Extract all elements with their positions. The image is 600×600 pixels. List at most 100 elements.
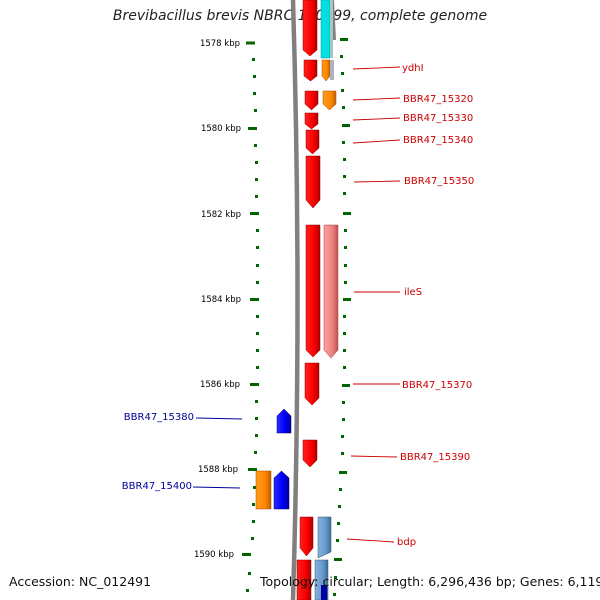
axis-label: 1582 kbp bbox=[201, 210, 241, 220]
gene-label: BBR47_15330 bbox=[403, 113, 473, 124]
minor-tick bbox=[254, 144, 257, 147]
misc-feature-dark bbox=[321, 585, 327, 600]
gene-label: ileS bbox=[404, 287, 422, 298]
cds-feature bbox=[322, 90, 337, 111]
gene-label: BBR47_15390 bbox=[400, 452, 470, 463]
major-tick bbox=[342, 384, 350, 387]
minor-tick bbox=[338, 505, 341, 508]
gene-arrow-bottom-partial bbox=[296, 559, 312, 600]
minor-tick bbox=[343, 192, 346, 195]
axis-labels: 1578 kbp 1580 kbp 1582 kbp 1584 kbp 1586… bbox=[194, 39, 241, 560]
minor-tick bbox=[341, 72, 344, 75]
minor-tick bbox=[343, 349, 346, 352]
minor-tick bbox=[344, 229, 347, 232]
major-tick bbox=[342, 124, 350, 127]
leader-line-BBR47_15350 bbox=[353, 180, 401, 183]
minor-tick bbox=[343, 175, 346, 178]
major-tick bbox=[242, 553, 251, 556]
gene-label: BBR47_15380 bbox=[124, 412, 194, 423]
minor-tick bbox=[251, 537, 254, 540]
separator: ; bbox=[511, 574, 520, 589]
minor-tick bbox=[253, 75, 256, 78]
gene-label: BBR47_15320 bbox=[403, 94, 473, 105]
axis-label: 1578 kbp bbox=[200, 39, 240, 49]
major-tick bbox=[250, 212, 259, 215]
leader-line-BBR47_15380 bbox=[195, 417, 243, 420]
gene-label: bdp bbox=[397, 537, 416, 548]
minor-tick bbox=[343, 366, 346, 369]
gene-arrow-BBR47_15340 bbox=[305, 129, 320, 155]
major-tick bbox=[334, 558, 342, 561]
gene-label: BBR47_15340 bbox=[403, 135, 473, 146]
minor-tick bbox=[252, 58, 255, 61]
gene-arrow-BBR47_15320 bbox=[304, 90, 319, 111]
minor-tick bbox=[255, 400, 258, 403]
minor-tick bbox=[342, 418, 345, 421]
leader-line-BBR47_15400 bbox=[192, 486, 241, 489]
separator: ; bbox=[368, 574, 377, 589]
gene-arrow-BBR47_15390 bbox=[302, 439, 318, 468]
minor-tick bbox=[256, 366, 259, 369]
accession-text: Accession: NC_012491 bbox=[9, 574, 152, 589]
minor-tick bbox=[337, 522, 340, 525]
gene-arrow-BBR47_15400 bbox=[273, 470, 290, 510]
map-title: Brevibacillus brevis NBRC 100599, comple… bbox=[112, 8, 488, 24]
leader-line-bdp bbox=[346, 538, 395, 543]
leader-line-BBR47_15390 bbox=[350, 455, 398, 458]
feature-track bbox=[314, 0, 339, 600]
minor-tick bbox=[255, 434, 258, 437]
leader-line-BBR47_15330 bbox=[352, 117, 401, 121]
axis-label: 1588 kbp bbox=[198, 465, 238, 475]
minor-tick bbox=[256, 281, 259, 284]
gene-label: BBR47_15370 bbox=[402, 380, 472, 391]
minor-tick bbox=[341, 435, 344, 438]
genome-stats: Topology: circular; Length: 6,296,436 bp… bbox=[260, 574, 600, 589]
gene-arrow-ydhI bbox=[303, 59, 318, 82]
major-tick bbox=[340, 38, 348, 41]
major-tick bbox=[250, 298, 259, 301]
minor-tick bbox=[340, 55, 343, 58]
length-text: Length: 6,296,436 bp bbox=[376, 574, 512, 589]
major-tick bbox=[339, 471, 347, 474]
major-tick bbox=[343, 212, 351, 215]
minor-tick bbox=[256, 315, 259, 318]
leader-line-BBR47_15340 bbox=[352, 139, 401, 144]
major-tick bbox=[246, 41, 255, 45]
minor-tick bbox=[341, 452, 344, 455]
minor-tick bbox=[252, 520, 255, 523]
minor-tick bbox=[256, 229, 259, 232]
minor-tick bbox=[342, 401, 345, 404]
gene-arrow-bdp bbox=[299, 516, 314, 557]
minor-tick bbox=[334, 576, 337, 579]
minor-tick bbox=[339, 488, 342, 491]
gene-arrow-top-partial bbox=[302, 0, 318, 57]
minor-tick bbox=[255, 417, 258, 420]
axis-label: 1580 kbp bbox=[201, 124, 241, 134]
minor-tick bbox=[256, 246, 259, 249]
minor-tick bbox=[344, 246, 347, 249]
minor-tick bbox=[342, 106, 345, 109]
minor-tick bbox=[255, 161, 258, 164]
minor-tick bbox=[344, 281, 347, 284]
axis-label: 1584 kbp bbox=[201, 295, 241, 305]
gene-arrow-BBR47_15330 bbox=[304, 112, 319, 130]
gene-labels: ydhI BBR47_15320 BBR47_15330 BBR47_15340… bbox=[122, 63, 474, 548]
rrna-feature bbox=[320, 0, 331, 59]
leader-line-ydhI bbox=[352, 66, 401, 70]
backbone-line bbox=[290, 0, 300, 600]
leader-line-BBR47_15320 bbox=[352, 97, 401, 101]
minor-tick bbox=[252, 503, 255, 506]
minor-tick bbox=[253, 486, 256, 489]
minor-tick bbox=[254, 451, 257, 454]
topology-text: Topology: circular bbox=[260, 574, 369, 589]
minor-tick bbox=[341, 89, 344, 92]
major-tick bbox=[250, 383, 259, 386]
gene-arrow-BBR47_15350 bbox=[305, 155, 321, 209]
minor-tick bbox=[253, 92, 256, 95]
gene-label: ydhI bbox=[402, 63, 424, 74]
axis-label: 1586 kbp bbox=[200, 380, 240, 390]
gene-arrow-ileS bbox=[305, 224, 321, 358]
reverse-genes bbox=[255, 408, 292, 510]
